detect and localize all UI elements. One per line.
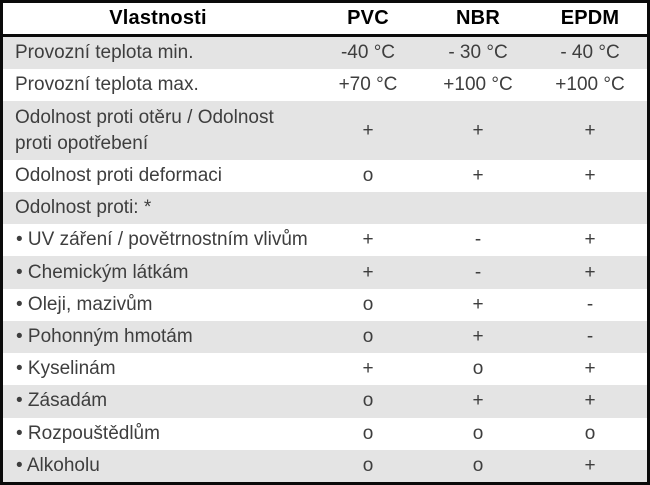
cell-pvc: + [362, 261, 374, 283]
row-label: • Zásadám [16, 390, 108, 412]
cell-epdm: + [584, 229, 596, 251]
cell-nbr: o [472, 422, 484, 444]
cell-nbr: - 30 °C [448, 42, 508, 64]
row-label: • UV záření / povětrnostním vlivům [16, 229, 308, 251]
table-row: • UV záření / povětrnostním vlivům + - + [3, 224, 647, 256]
row-label: Odolnost proti deformaci [15, 164, 222, 186]
cell-pvc: + [362, 119, 374, 141]
row-label: • Alkoholu [16, 454, 100, 476]
cell-pvc: o [362, 164, 374, 186]
cell-epdm: +100 °C [555, 74, 625, 96]
cell-pvc: + [362, 229, 374, 251]
cell-nbr: - [474, 261, 482, 283]
row-label: • Oleji, mazivům [16, 293, 153, 315]
cell-epdm: + [584, 261, 596, 283]
row-label: • Chemickým látkám [16, 261, 189, 283]
row-label: • Pohonným hmotám [16, 325, 193, 347]
table-row: • Alkoholu o o + [3, 449, 647, 482]
table-row: Odolnost proti deformaci o + + [3, 160, 647, 192]
header-col-pvc: PVC [347, 7, 389, 29]
row-label: Provozní teplota max. [15, 74, 199, 96]
header-col-nbr: NBR [456, 7, 500, 29]
cell-nbr: +100 °C [443, 74, 513, 96]
table-row: Provozní teplota max. +70 °C +100 °C +10… [3, 69, 647, 101]
cell-pvc: o [362, 454, 374, 476]
cell-pvc: +70 °C [338, 74, 398, 96]
cell-epdm: + [584, 390, 596, 412]
row-label: Odolnost proti: * [15, 197, 152, 219]
row-label: • Rozpouštědlům [16, 422, 160, 444]
table-row: Odolnost proti otěru / Odolnost proti op… [3, 101, 647, 160]
cell-nbr: + [472, 325, 484, 347]
cell-nbr: + [472, 119, 484, 141]
cell-epdm: + [584, 164, 596, 186]
table-row: Odolnost proti: * [3, 191, 647, 225]
cell-nbr: o [472, 358, 484, 380]
table-row: • Oleji, mazivům o + - [3, 289, 647, 321]
table-header-row: Vlastnosti PVC NBR EPDM [3, 3, 647, 37]
table-row: • Pohonným hmotám o + - [3, 320, 647, 354]
header-col-epdm: EPDM [560, 7, 620, 29]
table-row: • Zásadám o + + [3, 385, 647, 418]
cell-epdm: o [584, 422, 596, 444]
cell-epdm: + [584, 119, 596, 141]
cell-epdm: + [584, 358, 596, 380]
cell-pvc: o [362, 422, 374, 444]
header-property: Vlastnosti [109, 7, 207, 29]
row-label: Provozní teplota min. [15, 42, 194, 64]
table-row: Provozní teplota min. -40 °C - 30 °C - 4… [3, 37, 647, 70]
cell-nbr: + [472, 164, 484, 186]
table-row: • Rozpouštědlům o o o [3, 418, 647, 450]
table-row: • Kyselinám + o + [3, 353, 647, 385]
cell-epdm: + [584, 454, 596, 476]
row-label: • Kyselinám [16, 358, 116, 380]
cell-nbr: - [474, 229, 482, 251]
table-row: • Chemickým látkám + - + [3, 256, 647, 289]
cell-pvc: -40 °C [340, 42, 396, 64]
cell-epdm: - 40 °C [560, 42, 620, 64]
cell-nbr: + [472, 390, 484, 412]
cell-pvc: o [362, 325, 374, 347]
cell-epdm: - [586, 293, 594, 315]
cell-pvc: + [362, 358, 374, 380]
cell-pvc: o [362, 390, 374, 412]
cell-nbr: + [472, 293, 484, 315]
cell-nbr: o [472, 454, 484, 476]
cell-epdm: - [586, 325, 594, 347]
cell-pvc: o [362, 293, 374, 315]
row-label: Odolnost proti otěru / Odolnost proti op… [15, 106, 274, 154]
table-body: Provozní teplota min. -40 °C - 30 °C - 4… [3, 37, 647, 482]
